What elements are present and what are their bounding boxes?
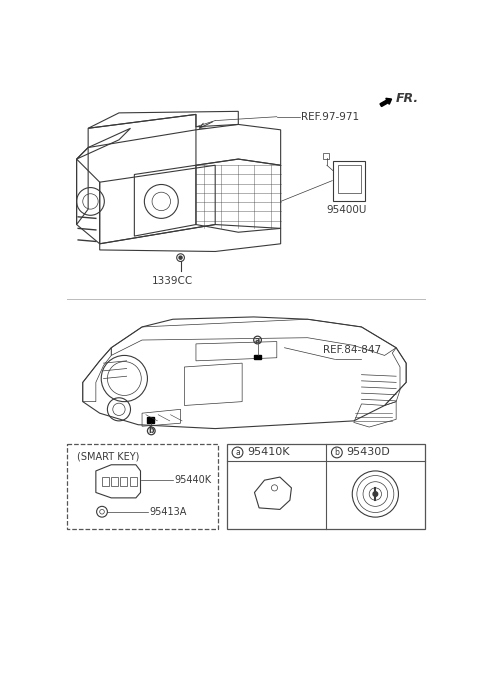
- Text: 95413A: 95413A: [150, 507, 187, 516]
- Text: (SMART KEY): (SMART KEY): [77, 451, 139, 462]
- Bar: [102, 477, 109, 486]
- Text: 95400U: 95400U: [326, 205, 366, 215]
- Text: b: b: [335, 448, 339, 457]
- Text: b: b: [148, 426, 154, 436]
- Text: 1339CC: 1339CC: [152, 276, 193, 286]
- Bar: [333, 161, 365, 200]
- Text: REF.84-847: REF.84-847: [323, 345, 381, 356]
- Text: 95440K: 95440K: [174, 475, 212, 485]
- Circle shape: [179, 256, 182, 259]
- Bar: [337, 166, 361, 193]
- Text: FR.: FR.: [396, 92, 419, 105]
- Text: a: a: [235, 448, 240, 457]
- Circle shape: [373, 492, 378, 497]
- Text: 95430D: 95430D: [346, 447, 390, 458]
- Bar: [120, 477, 127, 486]
- Text: 95410K: 95410K: [247, 447, 289, 458]
- Bar: [147, 417, 155, 423]
- Bar: [254, 355, 261, 359]
- FancyArrow shape: [380, 98, 392, 107]
- Bar: [111, 477, 118, 486]
- Bar: [130, 477, 137, 486]
- Bar: [67, 444, 217, 529]
- Text: REF.97-971: REF.97-971: [301, 111, 360, 122]
- Text: a: a: [255, 336, 260, 345]
- Bar: [323, 153, 329, 159]
- Bar: [227, 444, 425, 529]
